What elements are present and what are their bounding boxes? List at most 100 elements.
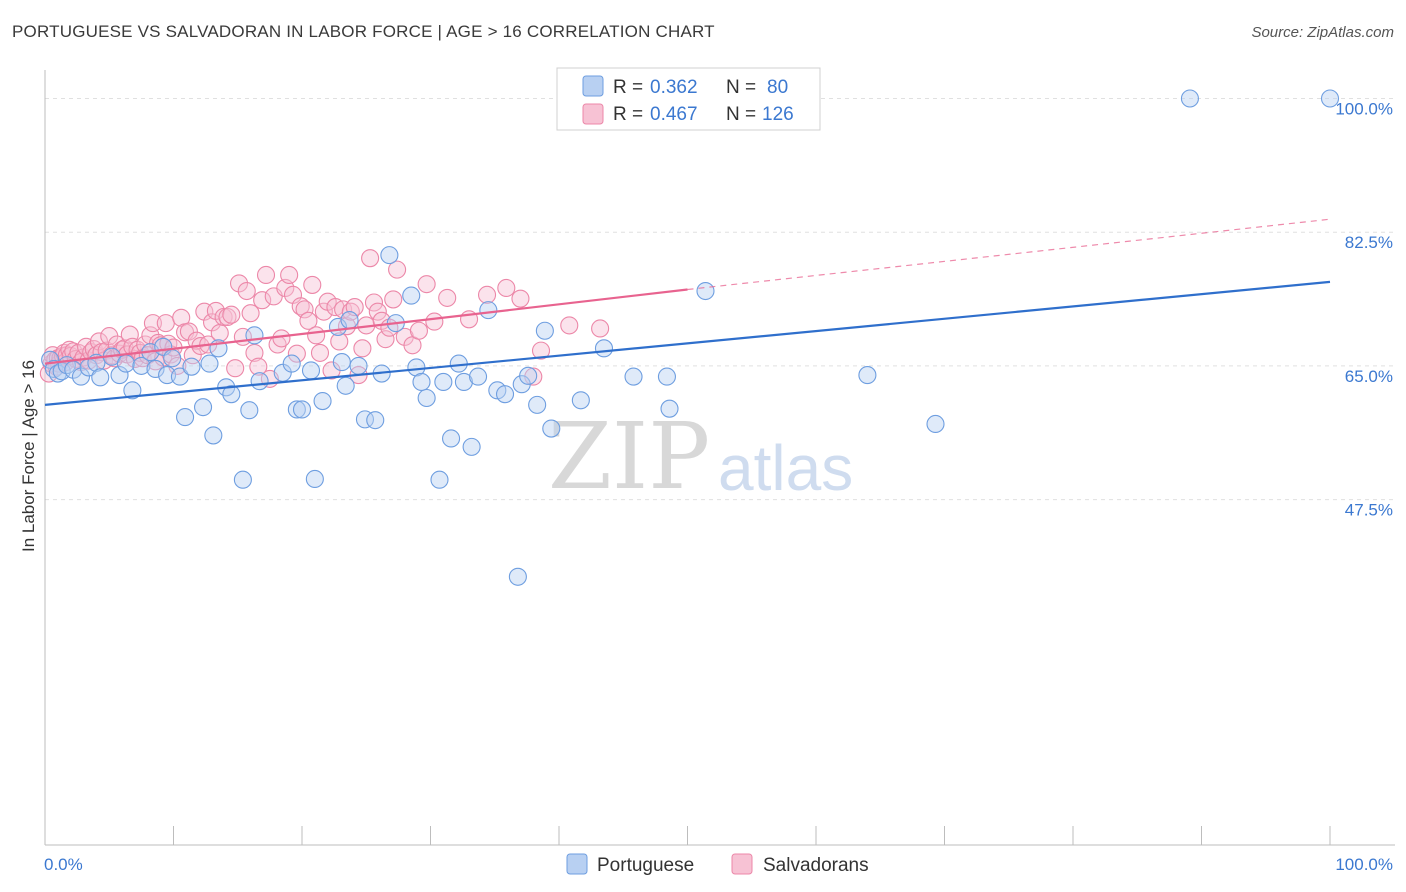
portuguese-point-79 [1320, 89, 1340, 108]
portuguese-point-55 [434, 372, 453, 391]
portuguese-point-77 [926, 414, 945, 434]
portuguese-point-42 [336, 376, 355, 395]
salvadoran-trend-line [44, 288, 688, 365]
y-tick-label-2: 82.5% [1345, 233, 1393, 252]
portuguese-point-74 [660, 399, 679, 418]
portuguese-point-16 [146, 359, 165, 379]
salvadoran-point-110 [384, 290, 403, 309]
portuguese-point-20 [170, 367, 189, 386]
legend-r-label-portuguese: R = [613, 77, 643, 98]
salvadoran-point-85 [287, 344, 306, 363]
salvadoran-point-55 [172, 308, 191, 327]
portuguese-point-66 [519, 366, 538, 385]
watermark: ZIP atlas [548, 403, 853, 510]
portuguese-point-13 [123, 381, 142, 400]
portuguese-point-64 [508, 567, 527, 586]
salvadoran-point-57 [179, 322, 198, 341]
bottom-legend-label-salvadoran: Salvadorans [763, 855, 869, 876]
bottom-legend-swatch-salvadoran [731, 853, 753, 875]
legend-n-value-salvadoran: 126 [762, 104, 794, 125]
salvadoran-point-45 [143, 314, 162, 333]
salvadoran-point-92 [314, 302, 333, 321]
salvadoran-point-69 [226, 359, 245, 378]
salvadoran-point-125 [591, 319, 610, 338]
salvadoran-point-119 [477, 285, 497, 304]
salvadoran-point-123 [531, 341, 551, 360]
portuguese-point-46 [366, 411, 385, 430]
salvadoran-point-120 [497, 278, 516, 298]
salvadoran-point-72 [237, 281, 256, 301]
portuguese-point-36 [292, 400, 312, 419]
portuguese-point-72 [624, 367, 643, 386]
salvadoran-point-77 [256, 265, 276, 285]
portuguese-point-43 [340, 311, 359, 330]
portuguese-point-56 [442, 429, 461, 448]
portuguese-point-6 [71, 367, 91, 386]
portuguese-point-21 [176, 408, 195, 427]
portuguese-point-24 [200, 354, 219, 373]
salvadoran-point-116 [425, 312, 444, 331]
portuguese-point-48 [380, 246, 399, 265]
salvadoran-point-124 [560, 316, 579, 335]
y-tick-label-0: 47.5% [1345, 501, 1393, 520]
y-tick-label-1: 65.0% [1345, 367, 1393, 386]
portuguese-point-61 [479, 301, 498, 320]
salvadoran-point-114 [409, 321, 428, 340]
chart-title: PORTUGUESE VS SALVADORAN IN LABOR FORCE … [12, 22, 715, 41]
portuguese-trend-line [44, 280, 1331, 406]
x-tick-label-min: 0.0% [44, 855, 83, 874]
correlation-legend: R = 0.362 N = 80 R = 0.467 N = 126 [556, 67, 821, 131]
watermark-atlas: atlas [718, 432, 853, 504]
portuguese-point-39 [313, 391, 332, 411]
portuguese-points [41, 89, 1340, 586]
portuguese-point-29 [233, 470, 252, 489]
x-tick-labels: 0.0% 100.0% [44, 855, 1393, 874]
portuguese-point-52 [412, 372, 431, 391]
salvadoran-point-50 [156, 314, 175, 333]
salvadoran-point-89 [303, 275, 322, 294]
legend-n-label-salvadoran: N = [726, 104, 756, 125]
salvadoran-point-111 [388, 260, 407, 279]
portuguese-point-35 [287, 400, 306, 419]
portuguese-point-14 [132, 356, 151, 375]
bottom-legend-label-portuguese: Portuguese [597, 855, 694, 876]
portuguese-point-23 [194, 398, 213, 417]
portuguese-point-60 [468, 367, 488, 386]
legend-n-label-portuguese: N = [726, 77, 756, 98]
source-credit: Source: ZipAtlas.com [1251, 24, 1394, 41]
x-tick-label-max: 100.0% [1335, 855, 1393, 874]
axes [44, 70, 1395, 846]
portuguese-point-32 [250, 372, 269, 391]
legend-n-value-portuguese: 80 [767, 77, 788, 98]
salvadoran-point-115 [417, 275, 436, 294]
portuguese-point-22 [182, 357, 201, 376]
salvadoran-point-102 [353, 339, 372, 358]
y-axis-title: In Labor Force | Age > 16 [19, 360, 38, 552]
y-tick-labels: 47.5% 65.0% 82.5% 100.0% [1335, 100, 1393, 520]
salvadoran-point-75 [249, 357, 268, 376]
portuguese-point-50 [402, 286, 421, 305]
salvadoran-point-81 [272, 329, 291, 348]
portuguese-point-44 [349, 356, 368, 375]
salvadoran-point-70 [229, 274, 249, 293]
salvadoran-point-88 [299, 311, 318, 330]
salvadoran-point-105 [364, 293, 384, 312]
portuguese-point-63 [495, 385, 515, 404]
y-tick-label-3: 100.0% [1335, 100, 1393, 119]
salvadoran-point-74 [245, 343, 264, 362]
salvadoran-point-91 [310, 343, 330, 362]
salvadoran-point-87 [295, 300, 314, 319]
portuguese-point-25 [204, 426, 223, 445]
salvadoran-point-90 [307, 326, 326, 345]
legend-r-label-salvadoran: R = [613, 104, 643, 125]
portuguese-point-68 [535, 321, 554, 340]
series-legend: Portuguese Salvadorans [566, 853, 869, 876]
portuguese-point-45 [355, 410, 375, 429]
salvadoran-point-108 [376, 330, 395, 349]
salvadoran-point-83 [280, 265, 299, 285]
portuguese-point-37 [301, 361, 321, 380]
portuguese-point-69 [542, 419, 561, 438]
portuguese-point-71 [594, 339, 614, 358]
portuguese-point-73 [657, 367, 676, 386]
